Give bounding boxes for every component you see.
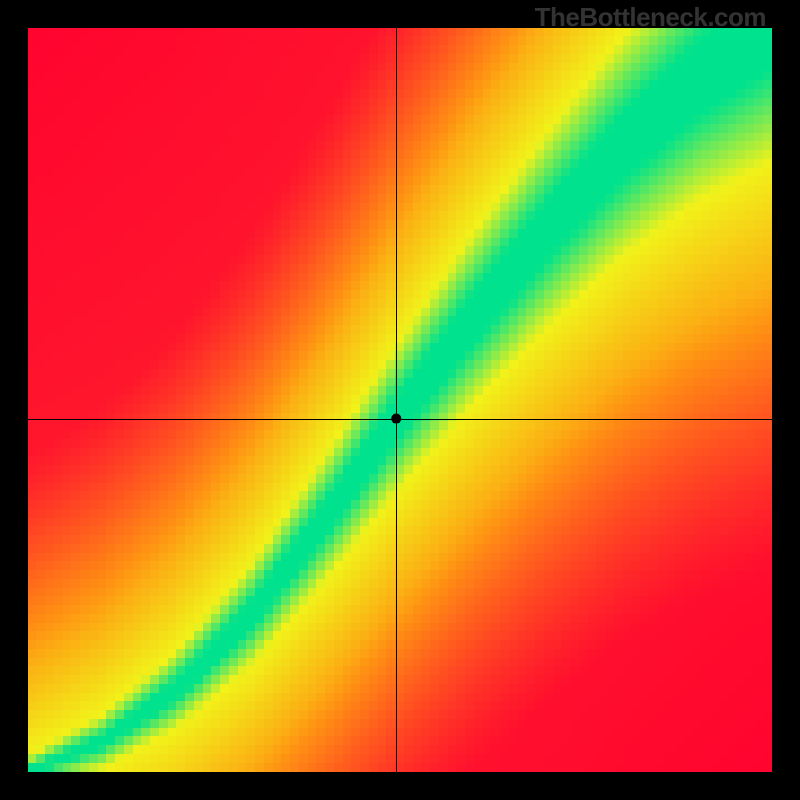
watermark-text: TheBottleneck.com xyxy=(535,2,766,33)
bottleneck-heatmap xyxy=(28,28,772,772)
chart-frame xyxy=(0,0,800,800)
